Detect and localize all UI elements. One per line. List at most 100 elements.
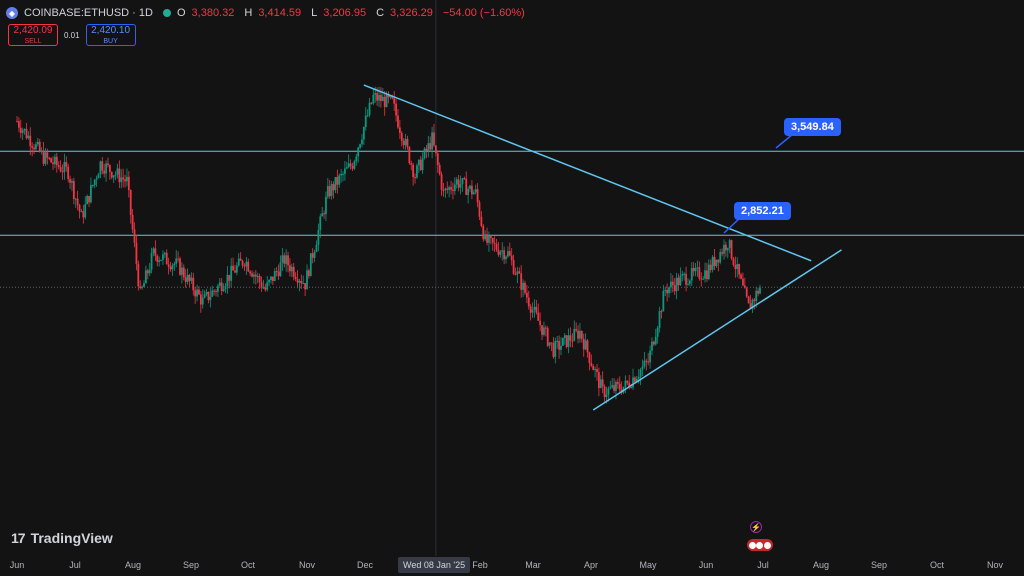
lightning-event-icon[interactable]: ⚡	[750, 521, 762, 533]
symbol-title[interactable]: COINBASE:ETHUSD · 1D	[24, 7, 153, 19]
candle-body	[427, 143, 430, 152]
candle-body	[397, 115, 399, 128]
candle-body	[457, 179, 460, 188]
candle-body	[573, 329, 576, 341]
candle-body	[677, 277, 680, 286]
candle-body	[755, 290, 758, 302]
candle-body	[552, 343, 555, 357]
candle-body	[724, 244, 727, 251]
candle-body	[184, 277, 187, 283]
candle-body	[582, 338, 585, 350]
candle-body	[135, 242, 138, 264]
candle-body	[408, 147, 411, 164]
candle-body	[289, 265, 291, 272]
candle-body	[690, 267, 693, 281]
candle-body	[237, 258, 240, 266]
candle-body	[54, 156, 56, 165]
candle-body	[144, 270, 147, 284]
candle-body	[482, 226, 485, 240]
candle-body	[501, 250, 504, 252]
candle-body	[660, 311, 663, 313]
candle-body	[662, 290, 665, 312]
time-axis[interactable]: Jun Jul Aug Sep Oct Nov Dec Feb Mar Apr …	[0, 556, 1024, 576]
candle-body	[730, 240, 733, 259]
candle-body	[207, 291, 210, 301]
candle-body	[253, 274, 255, 277]
candle-body	[230, 265, 233, 281]
candle-body	[628, 382, 631, 387]
eth-icon: ◆	[6, 7, 18, 19]
candle-body	[757, 290, 760, 294]
candle-body	[71, 181, 73, 183]
candle-body	[626, 380, 629, 383]
candle-body	[67, 166, 70, 180]
candle-body	[393, 98, 396, 104]
candle-body	[711, 256, 714, 270]
x-tick-label: Nov	[298, 560, 316, 570]
candle-body	[747, 296, 750, 304]
candle-body	[44, 152, 47, 164]
x-tick-label: Jun	[9, 560, 25, 570]
x-tick-label: Jul	[69, 560, 81, 570]
price-chart[interactable]	[0, 0, 1024, 556]
candle-body	[624, 380, 627, 387]
price-callout-upper[interactable]: 3,549.84	[784, 118, 841, 136]
candle-body	[112, 175, 115, 178]
candle-body	[146, 270, 149, 274]
candle-body	[366, 115, 369, 117]
flags-icon[interactable]	[747, 539, 773, 551]
candle-body	[103, 170, 106, 174]
candle-body	[273, 271, 276, 281]
buy-button[interactable]: 2,420.10 BUY	[85, 24, 136, 46]
candle-body	[156, 255, 159, 262]
candle-body	[664, 289, 667, 291]
candle-body	[607, 388, 610, 395]
candle-body	[332, 184, 335, 191]
candle-body	[635, 378, 638, 383]
candle-body	[307, 270, 310, 277]
candle-body	[531, 309, 534, 313]
candle-body	[152, 248, 155, 254]
candle-body	[353, 161, 356, 169]
candle-body	[319, 216, 322, 230]
candle-body	[632, 377, 634, 388]
candle-body	[217, 285, 219, 292]
spread-value: 0.01	[64, 30, 80, 40]
candle-body	[298, 280, 301, 283]
x-tick-label: Jul	[757, 560, 769, 570]
candle-body	[260, 281, 263, 288]
candle-body	[59, 166, 62, 172]
candle-body	[203, 294, 206, 298]
candle-body	[116, 168, 119, 175]
candle-body	[317, 229, 320, 245]
candle-body	[450, 187, 452, 190]
candle-body	[251, 273, 253, 277]
candle-body	[726, 248, 729, 251]
candle-body	[218, 282, 221, 286]
candle-body	[105, 163, 107, 174]
sell-button[interactable]: 2,420.09 SELL	[8, 24, 58, 46]
tradingview-logo[interactable]: 17 TradingView	[11, 530, 113, 546]
candle-body	[738, 263, 741, 275]
candle-body	[36, 141, 39, 145]
candle-body	[29, 135, 32, 147]
candle-body	[215, 291, 217, 293]
candle-body	[611, 385, 614, 388]
x-tick-label: Nov	[986, 560, 1004, 570]
candle-body	[120, 177, 123, 183]
candle-body	[419, 159, 422, 171]
candle-body	[266, 282, 269, 290]
candle-body	[220, 282, 223, 291]
price-callout-lower[interactable]: 2,852.21	[734, 202, 791, 220]
x-tick-label: Apr	[583, 560, 599, 570]
candle-body	[378, 94, 380, 101]
candle-body	[165, 252, 168, 265]
candle-body	[351, 166, 354, 169]
candle-body	[719, 252, 722, 263]
candle-body	[95, 178, 98, 180]
candle-body	[387, 93, 390, 98]
candle-body	[245, 261, 248, 267]
candle-body	[177, 258, 180, 260]
candle-body	[173, 263, 176, 266]
candle-body	[270, 276, 272, 281]
